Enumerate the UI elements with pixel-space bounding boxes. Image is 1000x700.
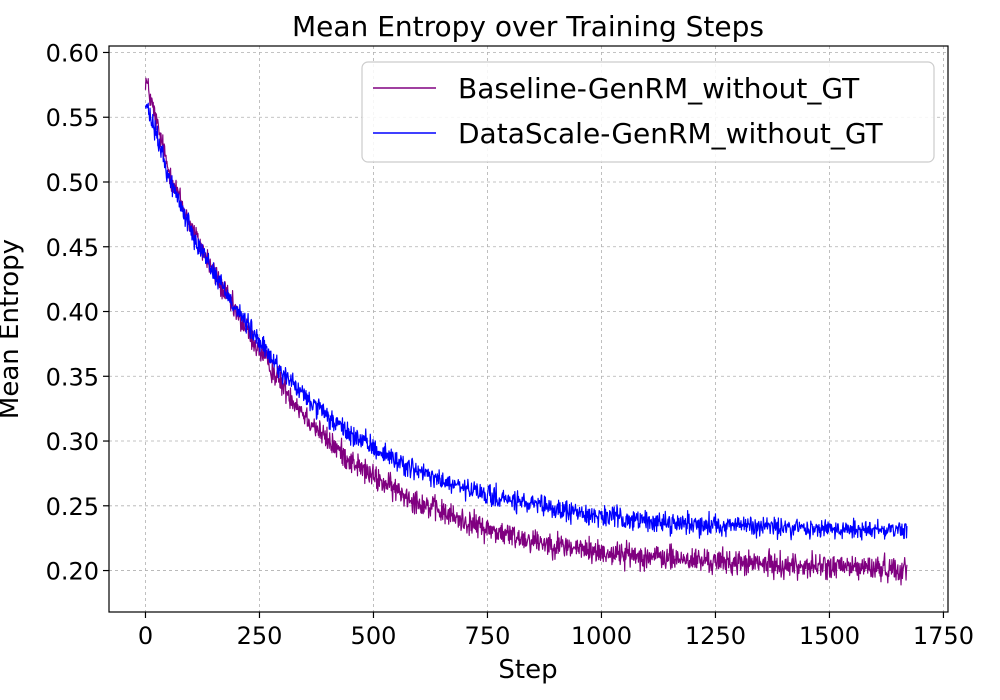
y-tick-label: 0.50 (46, 169, 99, 197)
x-tick-label: 750 (465, 622, 511, 650)
x-axis-label: Step (498, 655, 557, 685)
legend: Baseline-GenRM_without_GT DataScale-GenR… (361, 61, 935, 163)
plot-frame (108, 45, 949, 613)
y-tick-label: 0.30 (46, 428, 99, 456)
legend-label-baseline: Baseline-GenRM_without_GT (458, 72, 860, 105)
y-tick-label: 0.25 (46, 493, 99, 521)
series-line-baseline (144, 77, 908, 586)
y-tick-label: 0.60 (46, 39, 99, 67)
legend-box (361, 61, 935, 163)
chart-title: Mean Entropy over Training Steps (292, 10, 764, 43)
ticks-layer: 0 250 500 750 1000 1250 1500 1750 0.20 0.25 0.30 0.… (46, 39, 974, 650)
x-tick-label: 1750 (913, 622, 974, 650)
y-axis-label: Mean Entropy (0, 239, 25, 419)
x-tick-label: 1250 (685, 622, 746, 650)
y-tick-label: 0.35 (46, 363, 99, 391)
y-tick-label: 0.45 (46, 234, 99, 262)
y-tick-label: 0.55 (46, 104, 99, 132)
x-tick-label: 1500 (799, 622, 860, 650)
series-layer (144, 77, 908, 586)
y-tick-label: 0.20 (46, 558, 99, 586)
x-tick-label: 250 (237, 622, 283, 650)
y-tick-label: 0.40 (46, 299, 99, 327)
legend-label-datascale: DataScale-GenRM_without_GT (458, 117, 884, 150)
x-tick-label: 500 (351, 622, 397, 650)
x-tick-label: 0 (138, 622, 153, 650)
x-tick-label: 1000 (571, 622, 632, 650)
series-line-datascale (144, 102, 908, 541)
grid-layer (109, 46, 948, 612)
